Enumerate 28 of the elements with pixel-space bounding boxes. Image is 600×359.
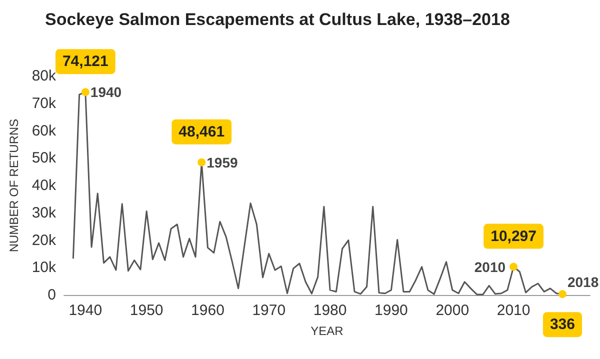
- x-tick-label: 1980: [313, 302, 347, 319]
- y-tick-label: 80k: [32, 68, 56, 84]
- data-label: 336: [550, 316, 575, 334]
- y-axis-title: NUMBER OF RETURNS: [7, 118, 21, 252]
- x-axis-title: YEAR: [310, 324, 344, 338]
- annotation: 2018: [567, 274, 599, 290]
- annotation: 1959: [206, 154, 238, 170]
- y-tick-label: 70k: [32, 94, 56, 112]
- x-tick-label: 1960: [191, 302, 224, 319]
- annotation: 2010: [474, 258, 506, 275]
- y-tick-label: 0: [48, 286, 56, 304]
- y-tick-label: 30k: [32, 204, 56, 222]
- y-tick-label: 20k: [32, 232, 56, 249]
- y-tick-label: 50k: [32, 150, 56, 167]
- data-label: 74,121: [62, 53, 108, 70]
- y-tick-label: 40k: [32, 177, 56, 194]
- x-tick-label: 1950: [130, 302, 164, 319]
- x-tick-label: 1940: [68, 302, 102, 319]
- y-tick-label: 60k: [32, 122, 56, 140]
- x-tick-label: 1970: [252, 302, 286, 319]
- x-tick-label: 1990: [374, 302, 408, 319]
- annotation: 1940: [90, 84, 122, 100]
- chart-title: Sockeye Salmon Escapements at Cultus Lake, 1938–2018: [45, 10, 510, 29]
- x-tick-label: 2010: [496, 302, 530, 319]
- data-label: 10,297: [490, 228, 536, 245]
- data-label: 48,461: [178, 123, 225, 140]
- x-tick-label: 2000: [436, 302, 470, 319]
- y-tick-label: 10k: [32, 259, 56, 276]
